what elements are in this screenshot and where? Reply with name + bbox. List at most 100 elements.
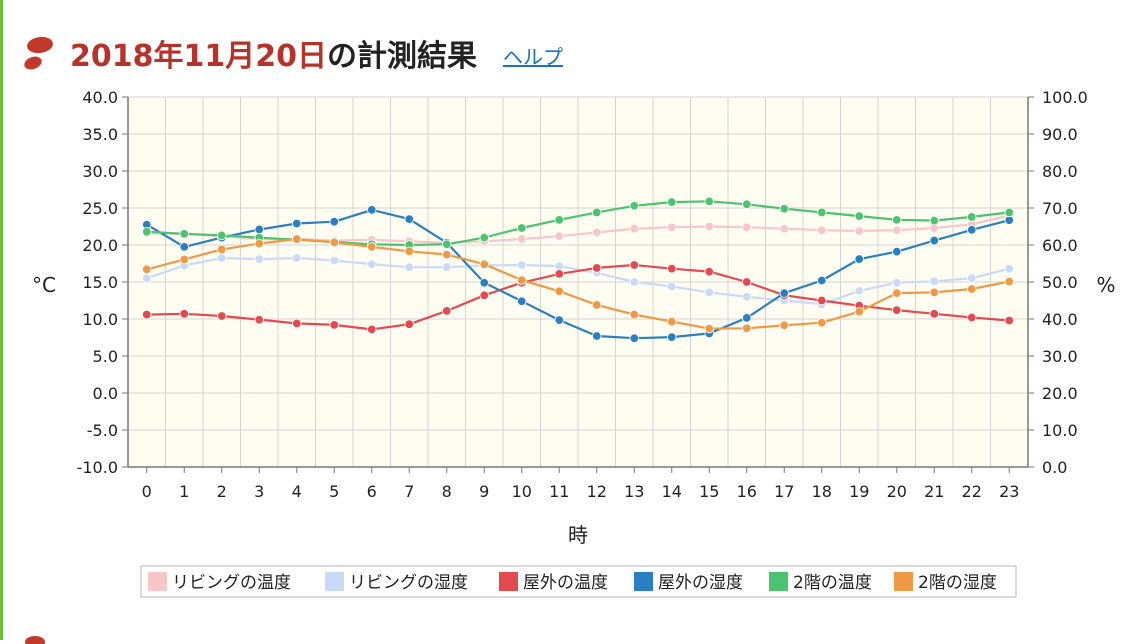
data-point-4 bbox=[667, 197, 677, 207]
x-tick-label: 6 bbox=[367, 482, 377, 501]
data-point-2 bbox=[554, 269, 564, 279]
data-point-4 bbox=[854, 211, 864, 221]
data-point-5 bbox=[817, 318, 827, 328]
x-tick-label: 9 bbox=[479, 482, 489, 501]
data-point-1 bbox=[967, 273, 977, 284]
y-tick-label-left: 15.0 bbox=[82, 273, 118, 292]
legend-label-3: 屋外の湿度 bbox=[658, 573, 743, 593]
legend-label-1: リビングの湿度 bbox=[349, 573, 468, 593]
data-point-4 bbox=[704, 196, 714, 207]
data-point-4 bbox=[142, 226, 152, 237]
data-point-2 bbox=[817, 295, 827, 306]
x-tick-label: 7 bbox=[404, 482, 414, 501]
page-title-date: 2018年11月20日 bbox=[70, 39, 327, 74]
x-tick-label: 20 bbox=[887, 482, 907, 501]
data-point-5 bbox=[929, 287, 939, 298]
x-axis-title: 時 bbox=[568, 523, 588, 547]
data-point-5 bbox=[142, 264, 152, 275]
x-tick-label: 8 bbox=[442, 482, 452, 501]
x-tick-label: 23 bbox=[999, 482, 1019, 501]
x-tick-label: 2 bbox=[217, 482, 227, 501]
y-tick-label-left: 10.0 bbox=[82, 310, 118, 329]
y-tick-label-right: 30.0 bbox=[1042, 347, 1078, 366]
x-tick-label: 21 bbox=[924, 482, 944, 501]
data-point-3 bbox=[329, 216, 339, 227]
data-point-4 bbox=[592, 207, 602, 218]
data-point-0 bbox=[517, 234, 527, 244]
y-tick-label-right: 20.0 bbox=[1042, 384, 1078, 403]
data-point-1 bbox=[329, 255, 339, 266]
data-point-5 bbox=[442, 249, 452, 260]
data-point-3 bbox=[817, 275, 827, 286]
data-point-2 bbox=[704, 266, 714, 277]
data-point-2 bbox=[292, 318, 302, 329]
data-point-2 bbox=[367, 324, 377, 335]
data-point-5 bbox=[892, 288, 902, 298]
y-tick-label-right: 60.0 bbox=[1042, 236, 1078, 255]
y-tick-label-left: -5.0 bbox=[87, 421, 118, 440]
data-point-5 bbox=[667, 316, 677, 327]
data-point-5 bbox=[967, 284, 977, 294]
data-point-3 bbox=[629, 333, 639, 343]
data-point-1 bbox=[704, 287, 714, 298]
data-point-5 bbox=[179, 254, 189, 265]
footprints-icon-next bbox=[25, 636, 45, 644]
x-tick-label: 14 bbox=[662, 482, 682, 501]
y-tick-label-left: -10.0 bbox=[77, 458, 118, 477]
data-point-4 bbox=[929, 215, 939, 226]
data-point-2 bbox=[742, 277, 752, 287]
data-point-1 bbox=[667, 281, 677, 292]
data-point-2 bbox=[667, 263, 677, 274]
data-point-2 bbox=[892, 305, 902, 315]
y-tick-label-right: 100.0 bbox=[1042, 88, 1088, 107]
x-tick-label: 15 bbox=[699, 482, 719, 501]
data-point-1 bbox=[1004, 263, 1014, 274]
data-point-4 bbox=[967, 212, 977, 222]
data-point-2 bbox=[629, 260, 639, 270]
data-point-2 bbox=[592, 263, 602, 273]
y-tick-label-right: 50.0 bbox=[1042, 273, 1078, 292]
data-point-4 bbox=[817, 207, 827, 218]
x-tick-label: 22 bbox=[962, 482, 982, 501]
legend-label-2: 屋外の温度 bbox=[523, 573, 608, 593]
data-point-1 bbox=[929, 276, 939, 286]
legend-swatch-1 bbox=[325, 572, 344, 591]
help-link[interactable]: ヘルプ bbox=[503, 44, 563, 69]
data-point-3 bbox=[1004, 215, 1014, 225]
data-point-0 bbox=[742, 222, 752, 232]
x-tick-label: 1 bbox=[179, 482, 189, 501]
page-title-suffix: の計測結果 bbox=[327, 39, 477, 74]
y-tick-label-right: 10.0 bbox=[1042, 421, 1078, 440]
y-tick-label-left: 0.0 bbox=[93, 384, 118, 403]
legend-label-5: 2階の湿度 bbox=[918, 573, 997, 593]
legend-swatch-3 bbox=[634, 572, 653, 591]
legend-swatch-5 bbox=[894, 572, 913, 591]
data-point-5 bbox=[742, 323, 752, 333]
data-point-4 bbox=[517, 223, 527, 233]
data-point-1 bbox=[742, 292, 752, 302]
y-axis-title-right: % bbox=[1096, 273, 1115, 297]
y-tick-label-right: 40.0 bbox=[1042, 310, 1078, 329]
data-point-0 bbox=[817, 225, 827, 235]
x-tick-label: 5 bbox=[329, 482, 339, 501]
data-point-0 bbox=[554, 231, 564, 241]
series-line-5 bbox=[146, 238, 1010, 330]
data-point-5 bbox=[704, 323, 714, 334]
data-point-0 bbox=[854, 226, 864, 236]
data-point-2 bbox=[179, 309, 189, 319]
data-point-1 bbox=[254, 254, 264, 264]
y-tick-label-right: 0.0 bbox=[1042, 458, 1067, 477]
legend-swatch-2 bbox=[499, 572, 518, 591]
data-point-3 bbox=[404, 214, 414, 224]
series-line-3 bbox=[146, 208, 1010, 340]
data-point-1 bbox=[854, 286, 864, 296]
data-point-5 bbox=[329, 237, 339, 248]
data-point-3 bbox=[592, 331, 602, 341]
x-tick-label: 19 bbox=[849, 482, 869, 501]
data-point-1 bbox=[442, 262, 452, 272]
data-point-5 bbox=[554, 286, 564, 296]
data-point-3 bbox=[554, 315, 564, 325]
data-point-4 bbox=[779, 204, 789, 214]
data-point-4 bbox=[629, 201, 639, 211]
data-point-5 bbox=[517, 275, 527, 285]
